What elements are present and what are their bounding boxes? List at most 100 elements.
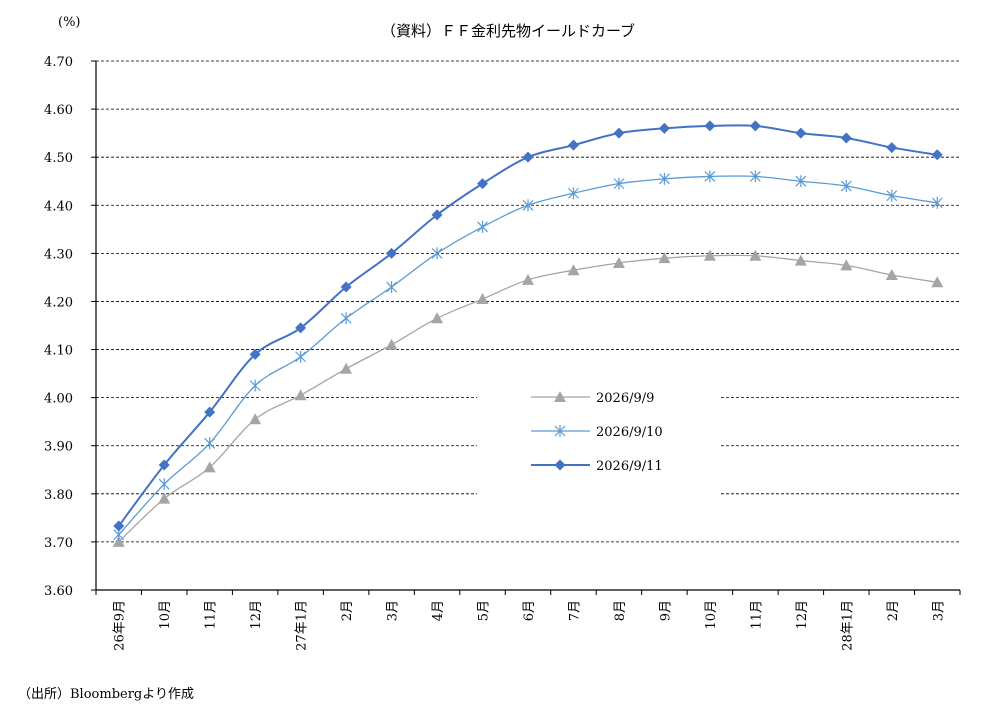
data-point: [840, 132, 852, 144]
y-tick-label: 4.40: [44, 199, 73, 214]
data-point: [385, 338, 398, 350]
y-tick-label: 3.70: [44, 536, 73, 551]
data-point: [658, 252, 671, 264]
data-point: [386, 247, 398, 259]
chart-title: （資料）ＦＦ金利先物イールドカーブ: [381, 22, 635, 40]
legend-entry: 2026/9/9: [531, 391, 654, 406]
data-point: [613, 127, 625, 139]
data-point: [249, 348, 261, 360]
y-tick-label: 3.60: [44, 584, 73, 599]
x-tick-label: 9月: [658, 600, 673, 621]
x-tick-label: 2月: [886, 600, 901, 621]
data-point: [522, 273, 534, 285]
y-tick-label: 3.90: [44, 440, 73, 455]
data-point: [704, 120, 716, 132]
y-tick-label: 4.10: [44, 344, 73, 359]
x-tick-label: 26年9月: [113, 600, 128, 651]
data-point: [249, 379, 261, 392]
data-point: [340, 312, 352, 325]
data-point: [885, 269, 898, 281]
data-point: [795, 127, 807, 139]
legend-entry: 2026/9/10: [531, 425, 663, 440]
y-tick-labels: 3.60 3.70 3.80 3.90 4.00 4.10 4.20 4.30 4.40 4.50…: [44, 55, 73, 599]
y-axis-unit-label: (%): [58, 15, 81, 30]
data-point: [522, 199, 534, 212]
x-tick-label: 12月: [249, 600, 264, 630]
legend-background: [477, 374, 721, 496]
axes: [91, 60, 961, 595]
y-tick-label: 4.30: [44, 247, 73, 262]
x-tick-label: 8月: [613, 600, 628, 621]
x-tick-label: 28年1月: [840, 600, 855, 651]
data-point: [113, 520, 125, 532]
legend-marker: [554, 459, 566, 471]
data-point: [295, 322, 307, 334]
y-tick-label: 4.70: [44, 55, 73, 70]
data-point: [204, 437, 216, 450]
data-point: [340, 362, 353, 374]
data-point: [431, 209, 443, 221]
data-point: [477, 220, 488, 233]
legend-marker: [554, 425, 566, 437]
x-tick-label: 2月: [340, 600, 355, 621]
x-tick-label: 7月: [567, 600, 582, 621]
data-point: [477, 178, 489, 190]
data-point: [613, 177, 625, 190]
data-point: [658, 172, 670, 185]
y-tick-label: 3.80: [44, 488, 73, 503]
data-point: [431, 247, 443, 260]
data-point: [704, 170, 716, 183]
series-3: [113, 120, 943, 532]
source-note: （出所）Bloombergより作成: [18, 687, 194, 702]
data-point: [658, 122, 670, 134]
x-tick-labels: 26年9月 10月 11月 12月 27年1月 2月 3月 4月 5月 6月 7月 8月 9月 10月 11…: [113, 600, 947, 651]
x-tick-label: 6月: [522, 600, 537, 621]
data-point: [886, 142, 898, 154]
data-point: [112, 535, 125, 547]
data-point: [340, 281, 352, 293]
data-point: [612, 256, 625, 268]
data-point: [931, 276, 944, 288]
x-tick-label: 10月: [158, 600, 173, 630]
data-point: [522, 151, 534, 163]
data-point: [158, 459, 170, 471]
data-point: [204, 406, 216, 418]
data-point: [568, 187, 579, 200]
data-point: [931, 196, 943, 209]
x-tick-label: 12月: [795, 600, 810, 630]
y-tick-label: 4.50: [44, 151, 73, 166]
y-tick-label: 4.60: [44, 103, 73, 118]
x-tick-label: 3月: [931, 600, 946, 621]
data-point: [795, 175, 807, 188]
data-point: [203, 461, 216, 473]
x-tick-label: 4月: [431, 600, 446, 621]
x-tick-label: 11月: [204, 600, 219, 630]
data-point: [703, 249, 716, 261]
y-tick-label: 4.20: [44, 295, 73, 310]
data-point: [158, 478, 170, 491]
x-tick-label: 5月: [477, 600, 492, 621]
series-1: [112, 249, 944, 547]
y-tick-label: 4.00: [44, 392, 73, 407]
data-point: [840, 180, 852, 193]
data-point: [567, 139, 579, 151]
data-point: [249, 413, 262, 425]
data-point: [567, 264, 580, 276]
data-point: [431, 312, 444, 324]
data-point: [476, 293, 489, 305]
x-tick-label: 3月: [386, 600, 401, 621]
data-point: [749, 170, 761, 183]
legend-entry: 2026/9/11: [531, 459, 663, 474]
legend: 2026/9/9 2026/9/10 2026/9/11: [477, 374, 721, 496]
data-point: [840, 259, 853, 271]
data-point: [294, 389, 307, 401]
data-point: [749, 249, 762, 261]
x-tick-label: 27年1月: [295, 600, 310, 651]
legend-label: 2026/9/9: [596, 391, 654, 406]
legend-marker: [554, 391, 566, 402]
data-point: [886, 189, 898, 202]
data-point: [794, 254, 807, 266]
legend-label: 2026/9/10: [596, 425, 663, 440]
data-point: [158, 492, 171, 504]
